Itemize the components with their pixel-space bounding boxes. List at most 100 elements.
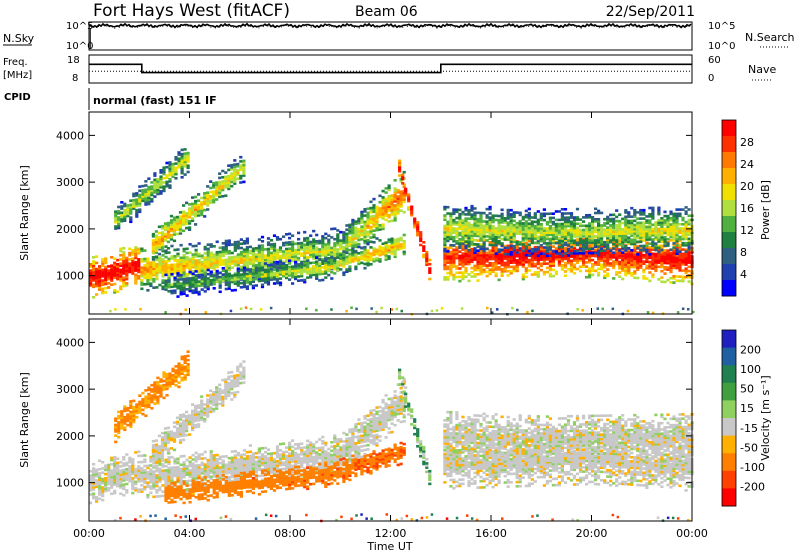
power-cell bbox=[327, 269, 331, 273]
power-cell bbox=[173, 269, 177, 273]
power-cell bbox=[140, 258, 144, 261]
power-cell bbox=[233, 169, 237, 173]
power-cell bbox=[390, 237, 394, 241]
power-cell bbox=[566, 259, 571, 263]
power-cell bbox=[285, 251, 289, 255]
power-cell bbox=[149, 261, 153, 264]
power-cell bbox=[449, 257, 453, 260]
power-cell bbox=[288, 272, 292, 275]
power-cell bbox=[236, 255, 240, 258]
power-cell bbox=[263, 254, 268, 257]
power-cell bbox=[530, 260, 534, 264]
power-cell bbox=[144, 203, 148, 206]
power-cell bbox=[151, 258, 155, 261]
power-cell bbox=[458, 208, 462, 212]
power-cell bbox=[345, 270, 349, 273]
power-cell bbox=[194, 291, 198, 294]
power-cell bbox=[633, 209, 637, 212]
power-cell bbox=[521, 234, 525, 238]
power-cell bbox=[89, 273, 93, 277]
power-cell bbox=[527, 222, 531, 225]
power-cell bbox=[288, 267, 292, 271]
power-cell bbox=[467, 221, 471, 225]
power-cell bbox=[455, 231, 459, 235]
power-cell bbox=[278, 271, 283, 274]
power-cell bbox=[597, 267, 601, 271]
power-cell bbox=[500, 214, 504, 218]
power-cell bbox=[642, 246, 646, 250]
power-cell bbox=[542, 218, 546, 222]
power-cell bbox=[443, 233, 447, 236]
power-cell bbox=[479, 268, 483, 272]
power-cell bbox=[597, 245, 601, 248]
power-cell bbox=[149, 271, 153, 275]
power-cell bbox=[128, 251, 132, 255]
power-cell bbox=[687, 231, 691, 234]
power-cell bbox=[113, 276, 117, 279]
power-cell bbox=[168, 167, 172, 171]
power-cell bbox=[294, 242, 298, 246]
power-cell bbox=[360, 227, 364, 231]
power-cell bbox=[461, 225, 465, 229]
power-cell bbox=[582, 249, 586, 253]
power-cell bbox=[557, 236, 561, 240]
power-cell bbox=[179, 284, 183, 288]
power-cell bbox=[257, 265, 261, 269]
power-cell bbox=[209, 255, 213, 259]
velocity-cell bbox=[98, 493, 102, 496]
power-cell bbox=[357, 256, 361, 259]
power-cell bbox=[132, 207, 136, 210]
power-cell bbox=[473, 247, 477, 250]
power-cell bbox=[494, 268, 498, 271]
power-cell bbox=[157, 252, 161, 256]
power-cell bbox=[164, 279, 168, 283]
power-cell bbox=[506, 246, 510, 250]
power-cell bbox=[452, 231, 456, 234]
power-cell bbox=[527, 258, 531, 262]
power-cell bbox=[575, 226, 580, 230]
power-cell bbox=[491, 266, 495, 269]
power-cell bbox=[443, 241, 447, 245]
power-cell bbox=[515, 267, 519, 271]
power-cell bbox=[603, 270, 607, 273]
power-cell bbox=[345, 247, 349, 250]
power-cell bbox=[497, 255, 501, 258]
power-cell bbox=[443, 228, 447, 232]
power-cell bbox=[467, 244, 471, 248]
power-cell bbox=[675, 262, 679, 266]
power-cell bbox=[488, 243, 492, 247]
power-cell bbox=[461, 265, 465, 268]
power-cell bbox=[135, 215, 139, 218]
power-cell bbox=[384, 187, 388, 190]
power-cell bbox=[212, 278, 216, 282]
velocity-cell bbox=[95, 470, 99, 474]
power-cell bbox=[530, 247, 534, 251]
power-cell bbox=[303, 278, 307, 282]
power-noise-cell bbox=[269, 306, 273, 310]
power-cell bbox=[131, 259, 135, 263]
power-cell bbox=[443, 243, 447, 247]
power-cell bbox=[485, 216, 489, 219]
power-cell bbox=[500, 251, 504, 254]
power-cell bbox=[660, 240, 664, 244]
power-cell bbox=[197, 271, 201, 275]
power-cell bbox=[357, 258, 361, 261]
power-cell bbox=[464, 244, 468, 248]
power-cell bbox=[272, 249, 277, 252]
power-cell bbox=[269, 266, 274, 269]
power-cell bbox=[515, 251, 519, 254]
power-cell bbox=[615, 252, 619, 255]
velocity-cell bbox=[98, 497, 102, 500]
power-cell bbox=[678, 252, 682, 255]
power-cell bbox=[612, 262, 616, 265]
power-cell bbox=[324, 272, 328, 275]
power-cell bbox=[269, 255, 274, 259]
power-cell bbox=[591, 234, 595, 238]
power-cell bbox=[224, 269, 228, 272]
power-cell bbox=[618, 271, 622, 274]
power-cell bbox=[351, 246, 355, 249]
power-cell bbox=[560, 243, 564, 247]
power-cell bbox=[512, 252, 516, 256]
power-cell bbox=[98, 273, 102, 277]
power-cell bbox=[527, 246, 531, 249]
